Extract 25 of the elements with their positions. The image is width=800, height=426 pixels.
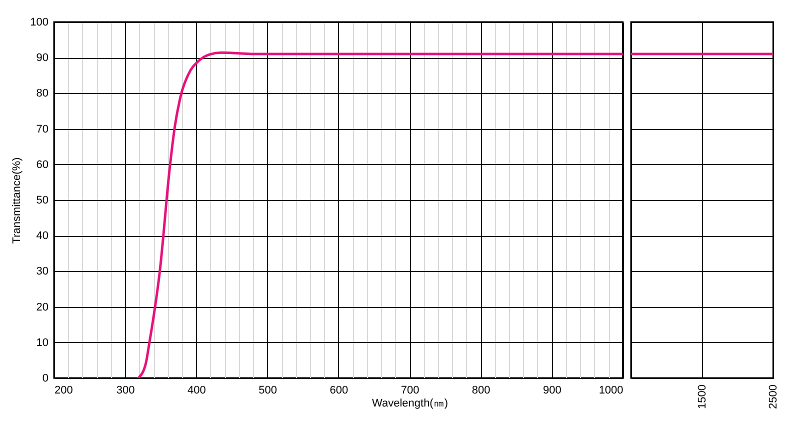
x-tick-label: 800 [472, 384, 490, 396]
y-tick-label: 20 [36, 301, 48, 314]
x-tick-label: 900 [543, 384, 562, 396]
x-tick-label: 300 [116, 384, 135, 396]
y-tick-label: 100 [30, 16, 48, 28]
y-tick-label: 90 [36, 52, 48, 64]
y-tick-label: 80 [36, 88, 48, 100]
x-tick-label: 1000 [598, 384, 624, 396]
x-axis-title: Wavelength(㎚) [372, 398, 448, 410]
x-tick-label: 200 [54, 384, 73, 396]
y-tick-label: 70 [36, 123, 48, 136]
x-tick-label: 1500 [696, 384, 709, 409]
y-axis-title: Transmittance(%) [11, 157, 24, 244]
x-tick-label: 500 [258, 384, 277, 396]
y-tick-label: 40 [36, 230, 48, 242]
y-tick-label: 60 [36, 158, 48, 171]
x-tick-label: 400 [188, 384, 206, 396]
x-tick-label: 700 [400, 384, 420, 396]
y-tick-label: 50 [36, 194, 48, 206]
x-tick-label: 600 [330, 384, 348, 396]
y-tick-label: 30 [36, 266, 48, 278]
y-tick-label: 0 [42, 372, 48, 384]
line-series [137, 51, 623, 378]
y-tick-label: 10 [36, 336, 48, 349]
x-tick-label: 2500 [768, 384, 780, 409]
